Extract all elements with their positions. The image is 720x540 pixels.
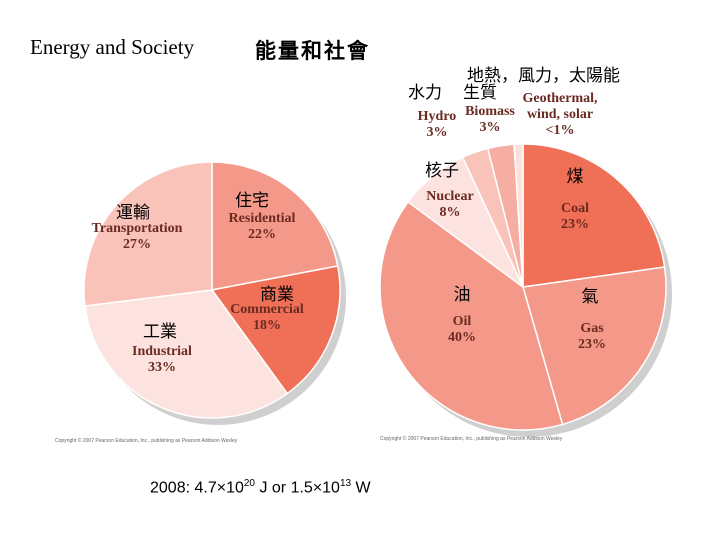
- footer-mid: J or 1.5: [255, 479, 313, 497]
- label-transportation: Transportation 27%: [92, 221, 183, 252]
- footer-times-2: ×: [312, 479, 323, 497]
- label-commercial: Commercial 18%: [230, 302, 304, 333]
- footer-exp-1: 20: [243, 478, 255, 489]
- slice-industrial: [84, 289, 289, 419]
- label-biomass: Biomass 3%: [465, 104, 515, 135]
- label-geothermal-wind-solar: Geothermal, wind, solar <1%: [522, 91, 597, 138]
- page-title: Energy and Society: [30, 35, 195, 59]
- label-zh-hydro: 水力: [408, 83, 442, 103]
- slice-residential: [211, 161, 339, 291]
- footer-exp-2: 13: [339, 478, 352, 489]
- footer-suffix: W: [351, 479, 371, 497]
- label-zh-commercial: 商業: [260, 285, 294, 305]
- footer-base-2: 10: [322, 479, 340, 497]
- label-gas: Gas 23%: [578, 321, 606, 352]
- footer-base-1: 10: [226, 479, 244, 497]
- energy-footer: 2008: 4.7×1020 J or 1.5×1013 W: [150, 478, 371, 497]
- label-coal: Coal 23%: [561, 201, 589, 232]
- label-zh-industrial: 工業: [143, 322, 177, 342]
- footer-times-1: ×: [216, 479, 227, 497]
- slice-coal: [522, 143, 666, 288]
- label-residential: Residential 22%: [229, 211, 296, 242]
- label-zh-biomass: 生質: [463, 83, 497, 103]
- label-nuclear: Nuclear 8%: [426, 189, 473, 220]
- slice-gas: [522, 266, 667, 426]
- slice-oil: [379, 200, 564, 431]
- label-zh-oil: 油: [454, 285, 471, 305]
- label-hydro: Hydro 3%: [418, 109, 457, 140]
- label-industrial: Industrial 33%: [132, 344, 192, 375]
- page-title-chinese: 能量和社會: [255, 39, 370, 63]
- slice-transportation: [83, 161, 213, 307]
- label-zh-nuclear: 核子: [425, 161, 459, 181]
- slice-geothermal-wind-solar: [513, 143, 524, 288]
- label-zh-residential: 住宅: [235, 191, 269, 211]
- label-zh-transportation: 運輸: [116, 203, 150, 223]
- footer-prefix: 2008: 4.7: [150, 479, 217, 497]
- label-zh-gas: 氣: [582, 287, 599, 307]
- label-zh-geothermal-wind-solar: 地熱，風力，太陽能: [467, 66, 620, 86]
- label-oil: Oil 40%: [448, 314, 476, 345]
- slice-commercial: [210, 265, 341, 395]
- label-zh-coal: 煤: [567, 167, 584, 187]
- copyright-right: Copyright © 2007 Pearson Education, Inc.…: [380, 436, 563, 442]
- copyright-left: Copyright © 2007 Pearson Education, Inc.…: [55, 438, 238, 444]
